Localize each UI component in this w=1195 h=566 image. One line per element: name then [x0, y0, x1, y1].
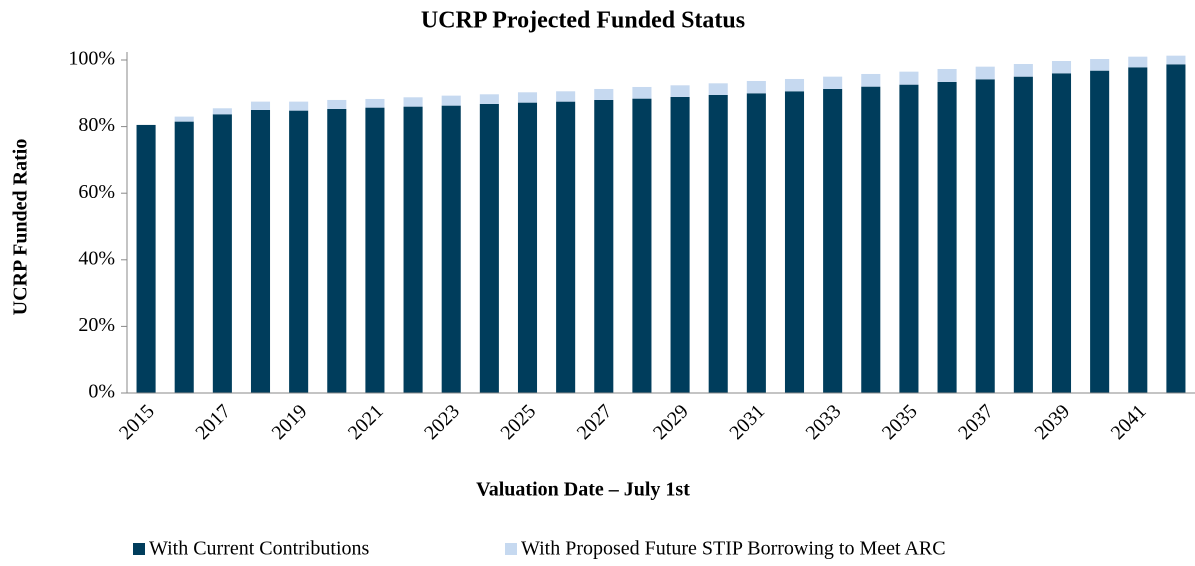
bar-segment: [1090, 70, 1110, 393]
bar-segment: [1013, 63, 1033, 77]
bar-segment: [594, 99, 614, 394]
bar-segment: [708, 83, 728, 95]
x-tick-label: 2021: [344, 400, 388, 444]
x-tick-label: 2027: [573, 400, 617, 444]
bar-segment: [975, 66, 995, 80]
bar-segment: [861, 86, 881, 393]
bar-segment: [289, 110, 309, 393]
bar-segment: [975, 79, 995, 394]
legend-swatch: [505, 543, 517, 555]
x-axis-label: Valuation Date – July 1st: [476, 479, 690, 501]
x-tick-label: 2025: [496, 400, 540, 444]
bar-segment: [784, 78, 805, 92]
bar-segment: [517, 92, 538, 103]
bar-segment: [403, 106, 423, 394]
bar-segment: [670, 96, 690, 393]
bar-segment: [365, 98, 385, 108]
bar-segment: [1166, 64, 1186, 393]
legend-label: With Proposed Future STIP Borrowing to M…: [521, 538, 946, 560]
bar-segment: [899, 84, 919, 393]
bar-segment: [174, 116, 194, 122]
bar-segment: [594, 88, 614, 100]
bar-segment: [632, 86, 652, 99]
y-tick-label: 100%: [68, 48, 115, 70]
bar-segment: [1166, 55, 1186, 65]
y-tick-label: 40%: [78, 247, 115, 269]
bar-segment: [1051, 73, 1072, 393]
bar-segment: [479, 103, 499, 394]
bar-segment: [327, 99, 347, 109]
x-tick-label: 2015: [115, 400, 159, 444]
bar-segment: [1128, 67, 1148, 394]
bar-segment: [136, 124, 156, 393]
x-tick-label: 2029: [649, 400, 693, 444]
bar-segment: [212, 108, 232, 115]
chart-title: UCRP Projected Funded Status: [421, 8, 745, 34]
bar-segment: [708, 94, 728, 393]
y-tick-label: 60%: [78, 181, 115, 203]
bar-segment: [861, 73, 881, 87]
y-axis-label: UCRP Funded Ratio: [10, 139, 32, 316]
x-tick-label: 2035: [878, 400, 922, 444]
bar-segment: [1013, 76, 1033, 394]
x-tick-label: 2039: [1030, 400, 1074, 444]
legend-label: With Current Contributions: [149, 538, 370, 560]
bar-segment: [517, 102, 538, 394]
bar-segment: [289, 101, 309, 111]
bar-segment: [556, 91, 576, 102]
bar-segment: [479, 94, 499, 104]
bar-segment: [899, 71, 919, 85]
bar-segment: [212, 114, 232, 394]
bar-segment: [937, 68, 957, 82]
legend-swatch: [133, 543, 145, 555]
bar-segment: [746, 80, 766, 94]
bar-segment: [784, 91, 805, 393]
bar-segment: [937, 81, 957, 393]
x-tick-label: 2023: [420, 400, 464, 444]
bar-segment: [441, 105, 461, 393]
bar-segment: [250, 101, 271, 110]
bar-segment: [823, 88, 843, 393]
bar-segment: [441, 95, 461, 106]
x-tick-label: 2033: [802, 400, 846, 444]
x-tick-label: 2019: [268, 400, 312, 444]
y-tick-label: 0%: [88, 381, 115, 403]
bar-segment: [670, 85, 690, 97]
y-tick-label: 80%: [78, 114, 115, 136]
x-tick-label: 2031: [725, 400, 769, 444]
bar-segment: [174, 121, 194, 393]
bar-segment: [746, 93, 766, 394]
x-tick-label: 2041: [1107, 400, 1151, 444]
bar-segment: [327, 108, 347, 394]
bar-segment: [556, 101, 576, 393]
bar-segment: [403, 97, 423, 107]
bar-segment: [632, 98, 652, 394]
bar-segment: [1128, 56, 1148, 68]
bar-segment: [1051, 60, 1072, 74]
x-tick-label: 2037: [954, 400, 998, 444]
x-tick-label: 2017: [191, 400, 235, 444]
bar-segment: [250, 109, 271, 393]
bar-segment: [823, 76, 843, 89]
bar-segment: [365, 107, 385, 393]
bar-segment: [1090, 59, 1110, 71]
y-tick-label: 20%: [78, 314, 115, 336]
